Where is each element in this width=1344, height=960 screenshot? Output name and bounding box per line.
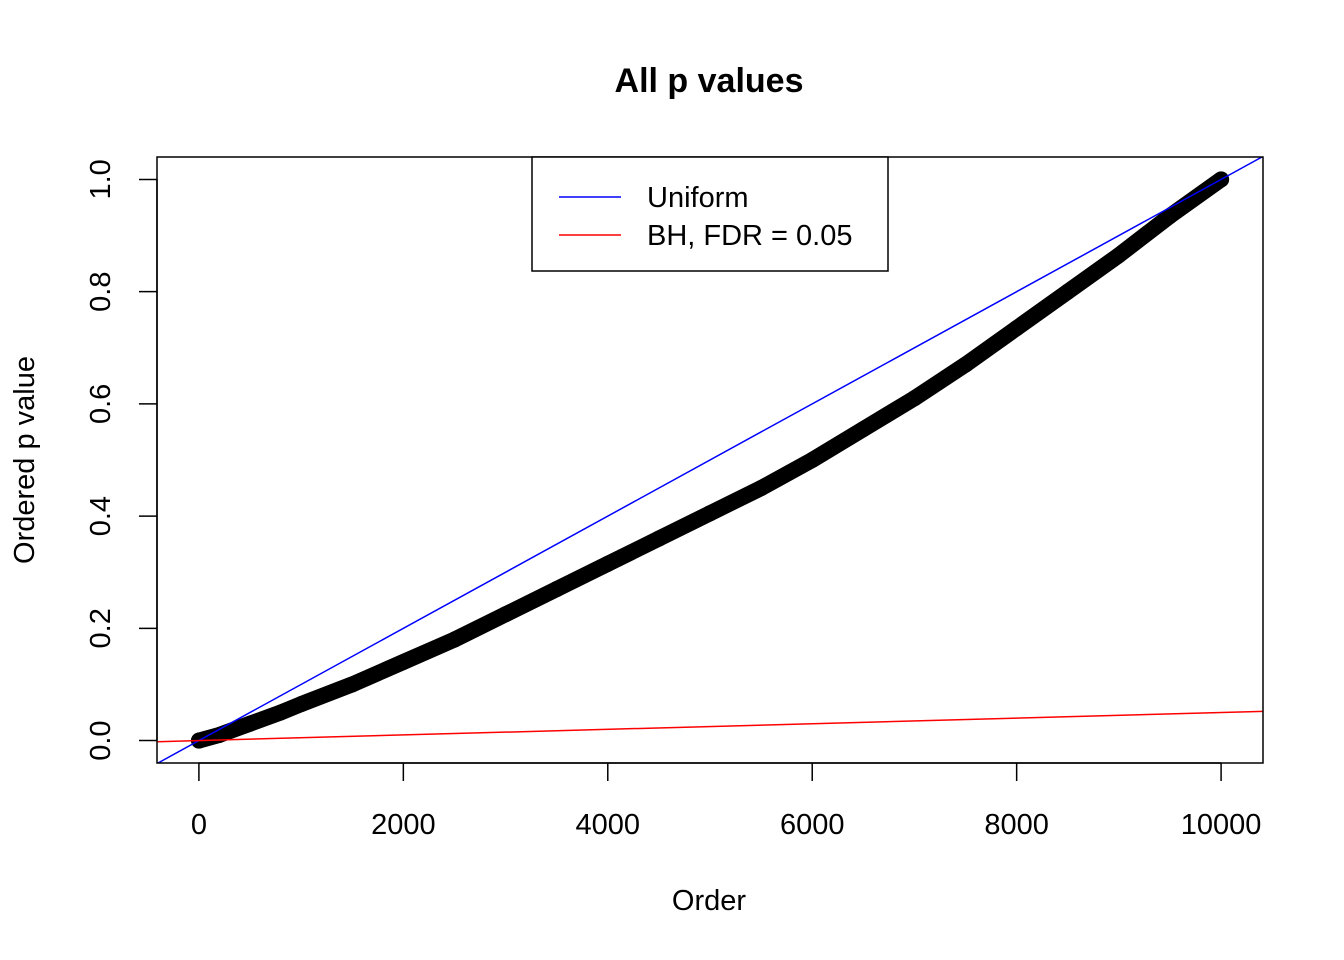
data-point: [855, 421, 872, 438]
chart-title: All p values: [615, 62, 804, 100]
data-point: [272, 704, 289, 721]
y-tick-label: 0.0: [85, 720, 117, 760]
data-point: [599, 555, 616, 572]
x-axis-label: Order: [672, 885, 746, 917]
legend-label-uniform: Uniform: [647, 182, 749, 214]
x-tick-label: 0: [191, 809, 207, 841]
data-point: [1110, 247, 1127, 264]
y-tick-label: 0.8: [85, 272, 117, 312]
data-point: [344, 676, 361, 693]
data-point: [650, 530, 667, 547]
data-point: [702, 505, 718, 522]
data-point: [242, 715, 259, 732]
data-point: [906, 390, 923, 407]
legend-label-bh: BH, FDR = 0.05: [647, 220, 853, 252]
series-layer: [157, 157, 1263, 763]
data-point: [804, 452, 821, 468]
x-tick-label: 6000: [780, 809, 845, 841]
data-point: [293, 696, 310, 713]
legend-box: [531, 156, 889, 272]
data-point: [1059, 283, 1076, 300]
data-point: [1008, 320, 1025, 337]
y-axis-label: Ordered p value: [9, 356, 41, 564]
data-point: [957, 356, 974, 373]
x-tick-label: 8000: [984, 809, 1049, 841]
x-tick-label: 2000: [371, 809, 436, 841]
y-tick-label: 0.2: [85, 608, 117, 648]
x-tick-label: 10000: [1181, 809, 1262, 841]
data-point: [1161, 207, 1178, 224]
y-tick-label: 1.0: [85, 159, 117, 199]
data-point: [446, 631, 463, 648]
y-tick-label: 0.6: [85, 384, 117, 424]
uniform-line: [157, 157, 1263, 763]
y-tick-label: 0.4: [85, 496, 117, 536]
x-tick-label: 4000: [576, 809, 641, 841]
bh-line: [157, 710, 1263, 743]
data-point: [548, 581, 565, 598]
data-point: [753, 480, 770, 497]
legend: Uniform BH, FDR = 0.05: [531, 156, 889, 272]
data-point: [497, 606, 514, 623]
ticks-layer: 0 2000 4000 6000 8000 10000 0.0 0.2 0.4 0.6 0.8 1.0: [85, 159, 1261, 841]
data-point: [395, 654, 412, 670]
